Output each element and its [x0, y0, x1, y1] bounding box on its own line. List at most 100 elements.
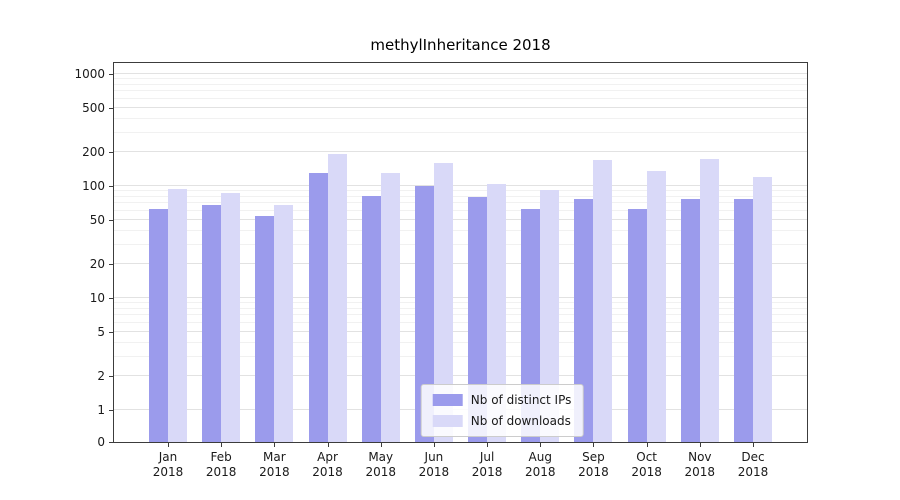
bar-distinct-ips-dec	[734, 199, 753, 442]
plot-area: Nb of distinct IPs Nb of downloads	[113, 62, 808, 443]
y-tick-label: 1	[97, 403, 105, 417]
x-tick-year: 2018	[152, 465, 184, 479]
bar-downloads-oct	[646, 171, 666, 442]
gridline-major	[114, 151, 807, 153]
y-tick-label: 0	[97, 435, 105, 449]
gridline-minor	[114, 302, 807, 304]
bar-downloads-jul	[487, 183, 507, 442]
y-tick-mark	[109, 376, 113, 378]
y-tick-label: 1000	[74, 67, 105, 81]
x-tick-mark	[274, 443, 276, 447]
legend: Nb of distinct IPs Nb of downloads	[420, 384, 584, 437]
x-tick-mark	[487, 443, 489, 447]
gridline-minor	[114, 97, 807, 99]
y-tick-label: 10	[89, 291, 105, 305]
y-tick-label: 50	[89, 212, 105, 227]
bar-distinct-ips-jul	[468, 196, 488, 442]
gridline-major	[114, 218, 807, 220]
x-tick-mark	[540, 443, 542, 447]
y-tick-label: 2	[97, 369, 105, 384]
x-tick-mark	[380, 443, 382, 447]
bar-downloads-sep	[593, 160, 613, 442]
gridline-minor	[114, 355, 807, 357]
y-tick-mark	[109, 264, 113, 266]
x-tick-label-dec: Dec 2018	[723, 450, 783, 480]
x-tick-mark	[168, 443, 169, 447]
x-tick-mark	[646, 443, 648, 447]
gridline-major	[114, 73, 807, 74]
bar-downloads-dec	[753, 177, 772, 442]
y-tick-mark	[109, 442, 113, 443]
bar-distinct-ips-mar	[255, 215, 275, 442]
gridline-minor	[114, 321, 807, 323]
gridline-minor	[114, 307, 807, 309]
gridline-minor	[114, 229, 807, 231]
y-tick-mark	[109, 74, 113, 75]
gridline-major	[114, 185, 807, 186]
y-tick-label: 20	[89, 257, 105, 272]
x-tick-mark	[221, 443, 223, 447]
gridline-minor	[114, 190, 807, 192]
gridline-minor	[114, 78, 807, 80]
x-tick-year: 2018	[684, 465, 716, 479]
gridline-minor	[114, 131, 807, 133]
x-tick-label-feb: Feb 2018	[191, 450, 251, 480]
x-tick-label-may: May 2018	[351, 450, 411, 480]
gridline-minor	[114, 243, 807, 245]
y-tick-mark	[109, 331, 113, 333]
bar-downloads-nov	[699, 158, 719, 442]
legend-label-distinct-ips: Nb of distinct IPs	[470, 393, 572, 407]
gridline-major	[114, 106, 807, 108]
x-tick-year: 2018	[259, 465, 290, 479]
legend-item-distinct-ips: Nb of distinct IPs	[432, 393, 572, 407]
x-tick-year: 2018	[631, 465, 662, 479]
gridline-minor	[114, 195, 807, 197]
bar-downloads-jun	[433, 163, 453, 442]
x-tick-label-nov: Nov 2018	[670, 450, 730, 480]
x-tick-year: 2018	[471, 465, 503, 479]
bar-downloads-aug	[540, 189, 560, 442]
bar-distinct-ips-aug	[521, 209, 541, 442]
x-tick-mark	[327, 443, 329, 447]
gridline-minor	[114, 209, 807, 211]
x-tick-label-apr: Apr 2018	[298, 450, 358, 480]
x-tick-year: 2018	[312, 465, 343, 479]
bar-distinct-ips-oct	[627, 209, 647, 442]
gridline-minor	[114, 117, 807, 119]
bar-downloads-apr	[327, 153, 347, 442]
y-tick-label: 500	[82, 100, 105, 115]
x-tick-year: 2018	[365, 465, 396, 479]
x-tick-year: 2018	[578, 465, 609, 479]
y-tick-label: 5	[97, 324, 105, 339]
gridline-major	[114, 297, 807, 298]
gridline-minor	[114, 202, 807, 204]
x-tick-year: 2018	[418, 465, 450, 479]
x-tick-label-oct: Oct 2018	[617, 450, 677, 480]
x-tick-year: 2018	[737, 465, 769, 479]
x-tick-label-mar: Mar 2018	[244, 450, 304, 480]
gridline-minor	[114, 314, 807, 316]
x-tick-mark	[433, 443, 435, 447]
bar-distinct-ips-jan	[149, 209, 168, 442]
bar-downloads-jan	[168, 188, 187, 442]
bar-distinct-ips-jun	[414, 186, 434, 442]
legend-item-downloads: Nb of downloads	[432, 414, 572, 428]
x-tick-mark	[593, 443, 595, 447]
x-tick-year: 2018	[205, 465, 237, 479]
bar-distinct-ips-feb	[202, 204, 222, 442]
bar-downloads-may	[380, 173, 400, 442]
x-tick-label-sep: Sep 2018	[563, 450, 623, 480]
bar-distinct-ips-nov	[680, 199, 700, 442]
x-tick-label-jul: Jul 2018	[457, 450, 517, 480]
x-tick-year: 2018	[524, 465, 556, 479]
y-tick-mark	[109, 219, 113, 221]
gridline-major	[114, 263, 807, 265]
bar-distinct-ips-may	[361, 195, 381, 442]
gridline-major	[114, 375, 807, 377]
legend-swatch-downloads	[432, 415, 463, 427]
bar-downloads-feb	[221, 192, 241, 442]
legend-swatch-distinct-ips	[432, 394, 463, 406]
bar-distinct-ips-apr	[308, 173, 328, 442]
y-tick-mark	[109, 186, 113, 187]
